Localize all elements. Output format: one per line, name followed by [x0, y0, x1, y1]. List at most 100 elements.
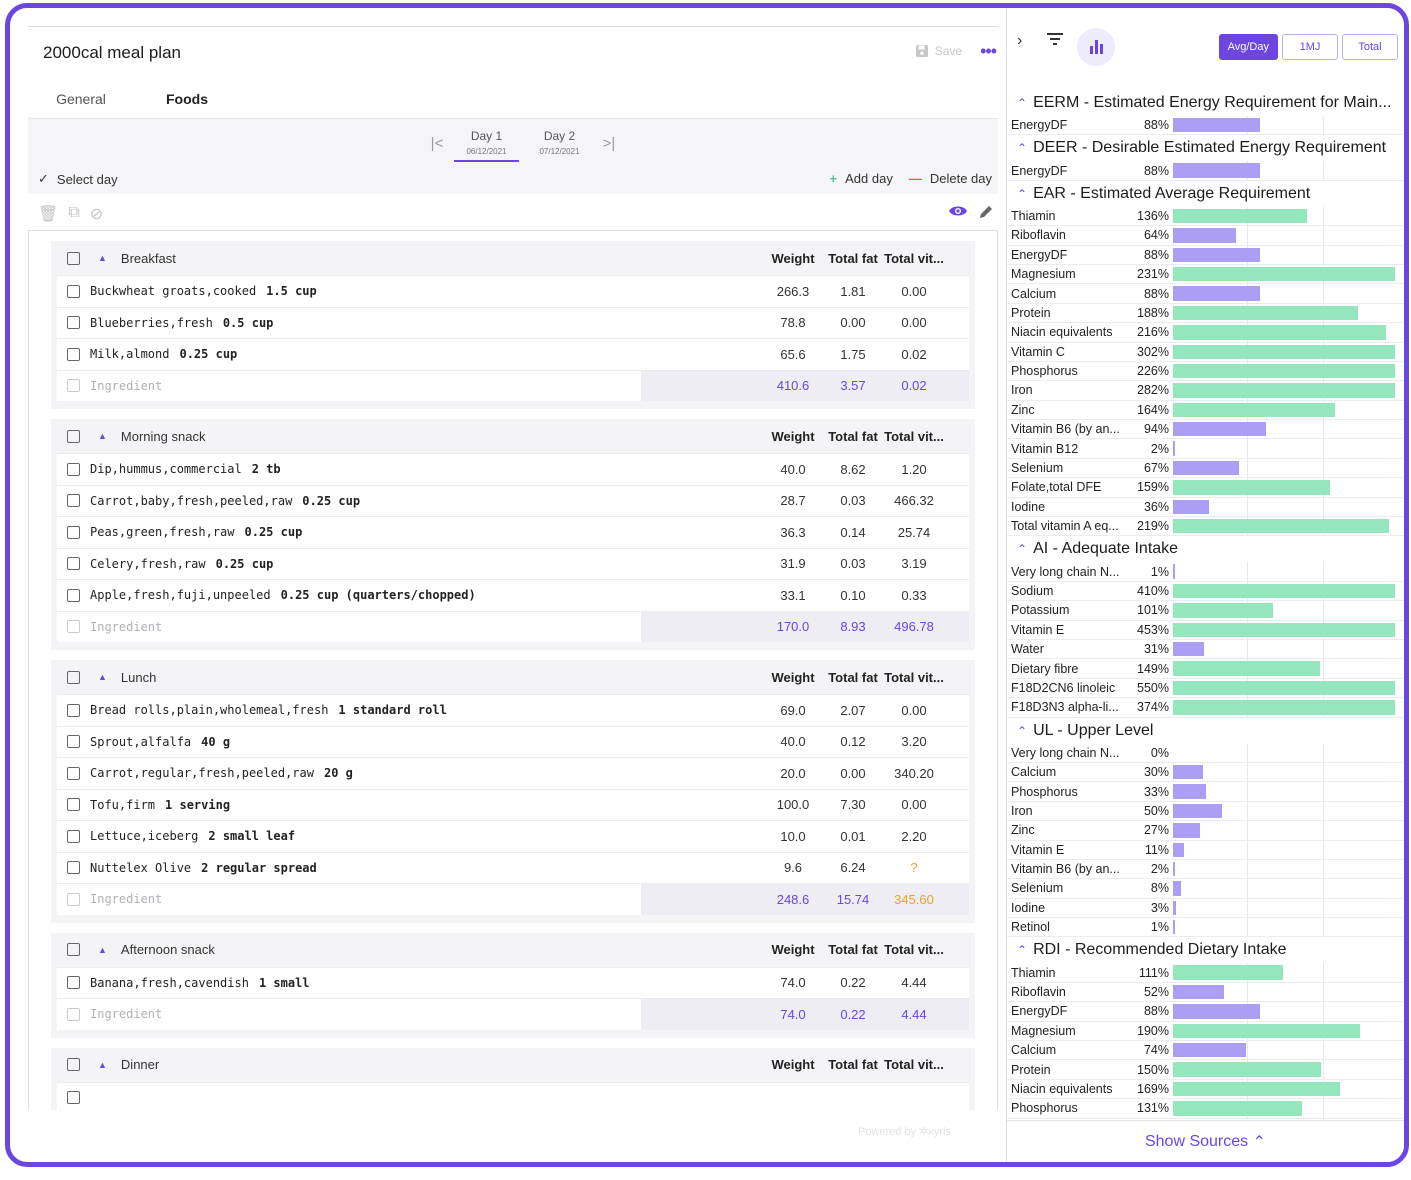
food-checkbox[interactable]	[67, 284, 80, 298]
nutrient-section-title[interactable]: ⌃ AI - Adequate Intake	[1007, 536, 1404, 563]
food-row[interactable]: Celery,fresh,raw 0.25 cup 31.9 0.03 3.19	[57, 547, 969, 579]
nutrient-row[interactable]: Calcium 30%	[1007, 762, 1404, 783]
nutrient-row[interactable]: Phosphorus 33%	[1007, 782, 1404, 802]
nutrient-row[interactable]: Iodine 3%	[1007, 898, 1404, 919]
nutrient-row[interactable]: Total vitamin A eq... 219%	[1007, 517, 1404, 537]
first-day-icon[interactable]: |<	[430, 135, 444, 152]
food-row[interactable]: Banana,fresh,cavendish 1 small 74.0 0.22 4.4…	[57, 966, 969, 998]
nutrient-section-title[interactable]: ⌃ EERM - Estimated Energy Requirement for…	[1007, 90, 1404, 116]
select-day-button[interactable]: ✓ Select day	[38, 171, 118, 187]
vitamin-header[interactable]: Total vit...	[884, 669, 944, 685]
food-row[interactable]: Lettuce,iceberg 2 small leaf 10.0 0.01 2.20	[57, 820, 969, 852]
bar-chart-icon[interactable]	[1077, 28, 1115, 66]
food-row[interactable]: Apple,fresh,fuji,unpeeled 0.25 cup (quart…	[57, 579, 969, 611]
collapse-icon[interactable]: ▲	[98, 944, 107, 955]
collapse-icon[interactable]: ▲	[98, 431, 107, 441]
nutrient-row[interactable]: Very long chain N... 0%	[1007, 743, 1404, 763]
nutrient-row[interactable]: Vitamin C 302%	[1007, 342, 1404, 362]
day-tab-1[interactable]: Day 1 06/12/2021	[454, 129, 519, 162]
nutrient-row[interactable]: Vitamin E 453%	[1007, 620, 1404, 640]
nutrient-row[interactable]: Dietary fibre 149%	[1007, 659, 1404, 679]
copy-icon[interactable]: ⧉	[68, 204, 80, 221]
food-checkbox[interactable]	[67, 766, 80, 780]
nutrient-row[interactable]: Iron 282%	[1007, 381, 1404, 401]
vitamin-header[interactable]: Total vit...	[884, 1057, 944, 1072]
vitamin-header[interactable]: Total vit...	[884, 250, 944, 266]
food-checkbox[interactable]	[67, 829, 80, 843]
weight-header[interactable]: Weight	[771, 250, 815, 266]
nutrient-row[interactable]: Iodine 36%	[1007, 497, 1404, 518]
food-row[interactable]: Blueberries,fresh 0.5 cup 78.8 0.00 0.00	[57, 306, 969, 338]
food-checkbox[interactable]	[67, 798, 80, 812]
nutrient-row[interactable]: Retinol 1%	[1007, 918, 1404, 938]
nutrient-row[interactable]: Vitamin B12 2%	[1007, 439, 1404, 459]
food-checkbox[interactable]	[67, 976, 80, 990]
weight-header[interactable]: Weight	[771, 428, 815, 444]
fat-header[interactable]: Total fat	[828, 942, 878, 957]
nutrient-row[interactable]: Protein 150%	[1007, 1060, 1404, 1080]
food-checkbox[interactable]	[67, 735, 80, 749]
collapse-icon[interactable]: ▲	[98, 253, 107, 263]
per-mj-button[interactable]: 1MJ	[1282, 34, 1338, 60]
nutrient-row[interactable]: Thiamin 136%	[1007, 206, 1404, 227]
nutrient-row[interactable]: EnergyDF 88%	[1007, 116, 1404, 136]
fat-header[interactable]: Total fat	[828, 669, 878, 685]
nutrient-row[interactable]: Calcium 88%	[1007, 284, 1404, 304]
save-icon[interactable]	[915, 44, 929, 58]
nutrient-row[interactable]: EnergyDF 88%	[1007, 1002, 1404, 1022]
nutrient-row[interactable]: Iron 50%	[1007, 801, 1404, 822]
nutrient-row[interactable]: Phosphorus 226%	[1007, 361, 1404, 382]
food-checkbox[interactable]	[67, 494, 80, 508]
pencil-icon[interactable]	[978, 204, 994, 225]
food-checkbox[interactable]	[67, 525, 80, 539]
meal-checkbox[interactable]	[67, 1058, 80, 1071]
ingredient-input[interactable]: Ingredient	[57, 611, 641, 642]
collapse-icon[interactable]: ▲	[98, 1059, 107, 1070]
food-row[interactable]: Dip,hummus,commercial 2 tb 40.0 8.62 1.20	[57, 453, 969, 485]
nutrient-row[interactable]: Zinc 27%	[1007, 821, 1404, 841]
nutrient-row[interactable]: Vitamin E 11%	[1007, 840, 1404, 860]
weight-header[interactable]: Weight	[771, 942, 815, 957]
tab-general[interactable]: General	[56, 91, 106, 107]
eye-icon[interactable]	[948, 204, 968, 225]
avg-day-button[interactable]: Avg/Day	[1218, 34, 1278, 60]
nutrient-row[interactable]: EnergyDF 88%	[1007, 245, 1404, 265]
fat-header[interactable]: Total fat	[828, 428, 878, 444]
delete-day-button[interactable]: — Delete day	[908, 171, 992, 186]
meal-checkbox[interactable]	[67, 670, 80, 684]
nutrient-row[interactable]: Thiamin 111%	[1007, 963, 1404, 983]
collapse-icon[interactable]: ▲	[98, 672, 107, 682]
nutrient-row[interactable]: Selenium 67%	[1007, 458, 1404, 479]
food-checkbox[interactable]	[67, 588, 80, 602]
nutrient-section-title[interactable]: ⌃ DEER - Desirable Estimated Energy Requi…	[1007, 135, 1404, 162]
weight-header[interactable]: Weight	[771, 669, 815, 685]
day-tab-2[interactable]: Day 2 07/12/2021	[539, 129, 580, 156]
nutrient-section-title[interactable]: ⌃ EAR - Estimated Average Requirement	[1007, 180, 1404, 207]
food-row[interactable]: Milk,almond 0.25 cup 65.6 1.75 0.02	[57, 338, 969, 370]
food-row[interactable]: Tofu,firm 1 serving 100.0 7.30 0.00	[57, 788, 969, 820]
fat-header[interactable]: Total fat	[828, 1057, 878, 1072]
nutrient-row[interactable]: Magnesium 231%	[1007, 264, 1404, 285]
meal-checkbox[interactable]	[67, 251, 80, 265]
nutrient-row[interactable]: Niacin equivalents 169%	[1007, 1079, 1404, 1100]
meal-checkbox[interactable]	[67, 429, 80, 443]
food-row[interactable]: Buckwheat groats,cooked 1.5 cup 266.3 1.81 0…	[57, 275, 969, 307]
nutrient-row[interactable]: Very long chain N... 1%	[1007, 562, 1404, 582]
vitamin-header[interactable]: Total vit...	[884, 428, 944, 444]
chevron-right-icon[interactable]: ›	[1017, 32, 1023, 49]
nutrient-section-title[interactable]: ⌃ UL - Upper Level	[1007, 717, 1404, 744]
food-row[interactable]	[57, 1081, 969, 1110]
show-sources-button[interactable]: Show Sources ⌃	[1007, 1120, 1404, 1162]
food-row[interactable]: Bread rolls,plain,wholemeal,fresh 1 stand…	[57, 694, 969, 726]
last-day-icon[interactable]: >|	[602, 135, 616, 152]
nutrient-row[interactable]: EnergyDF 88%	[1007, 161, 1404, 181]
nutrient-row[interactable]: Riboflavin 52%	[1007, 982, 1404, 1003]
food-row[interactable]: Carrot,regular,fresh,peeled,raw 20 g 20.0 0…	[57, 757, 969, 789]
food-row[interactable]: Carrot,baby,fresh,peeled,raw 0.25 cup 28.7…	[57, 484, 969, 516]
ingredient-input[interactable]: Ingredient	[57, 370, 641, 401]
ingredient-input[interactable]: Ingredient	[57, 884, 641, 915]
food-checkbox[interactable]	[67, 347, 80, 361]
nutrient-row[interactable]: Sodium 410%	[1007, 581, 1404, 602]
nutrient-row[interactable]: Phosphorus 131%	[1007, 1099, 1404, 1119]
nutrient-row[interactable]: Protein 188%	[1007, 303, 1404, 324]
